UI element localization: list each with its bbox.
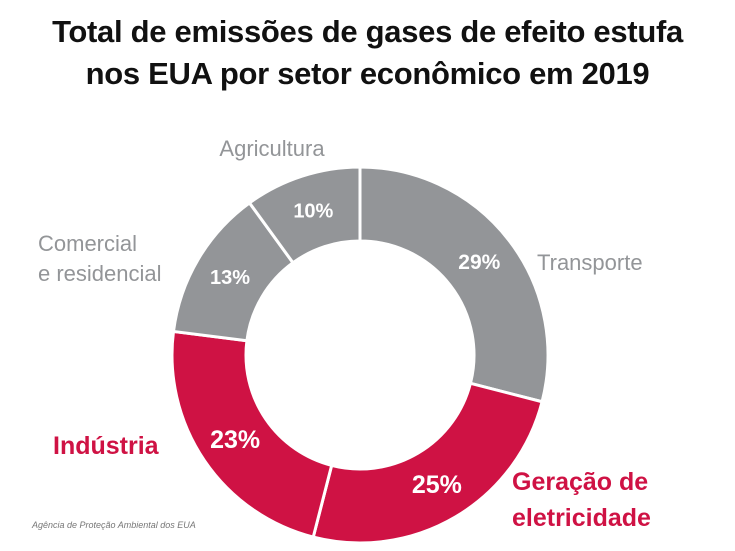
data-label-1: 29%: [458, 251, 500, 274]
donut-slice-3: [170, 329, 334, 539]
source-note: Agência de Proteção Ambiental dos EUA: [32, 520, 196, 530]
category-label-2: Geração de eletricidade: [512, 468, 651, 532]
chart-title-line-1: Total de emissões de gases de efeito est…: [52, 14, 683, 49]
category-label-5: Agricultura: [219, 136, 325, 161]
donut-slice-5: [247, 165, 362, 265]
category-label-4: Comercial e residencial: [38, 231, 162, 286]
data-label-4: 13%: [210, 267, 250, 289]
chart-title-line-2: nos EUA por setor econômico em 2019: [85, 56, 650, 91]
donut-slice-2: [311, 381, 544, 545]
data-label-5: 10%: [293, 200, 333, 222]
donut-slice-1: [358, 165, 550, 404]
data-label-3: 23%: [210, 426, 260, 454]
category-label-1: Transporte: [537, 250, 643, 275]
data-label-2: 25%: [412, 471, 462, 499]
category-label-3: Indústria: [53, 432, 160, 460]
